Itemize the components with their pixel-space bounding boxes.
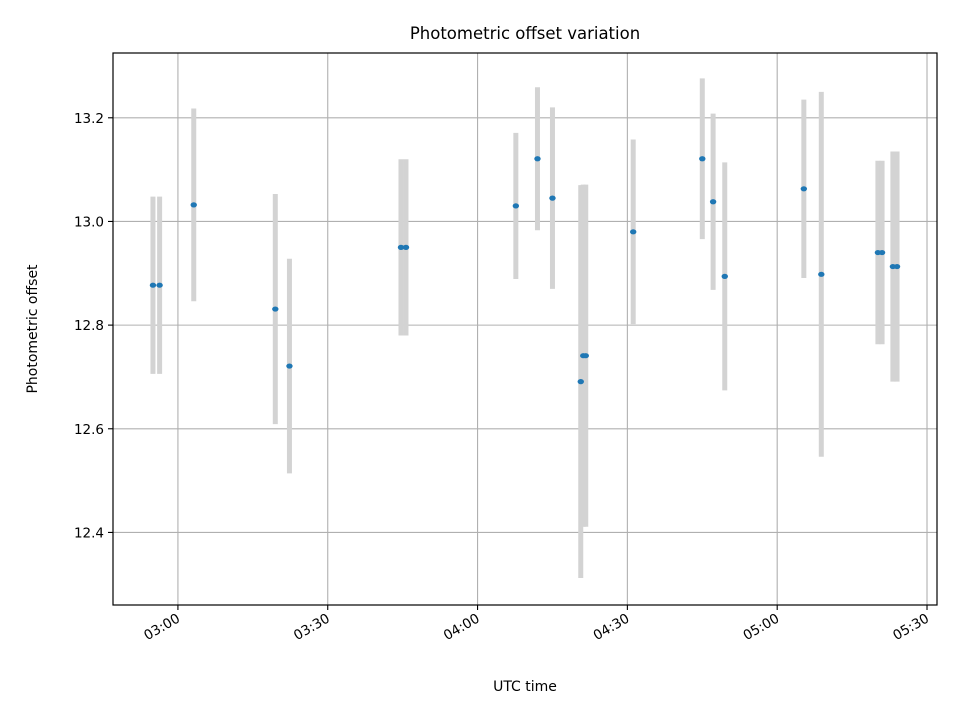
data-point-14 — [699, 156, 706, 162]
data-point-6 — [402, 244, 410, 250]
data-point-10 — [577, 379, 584, 385]
y-tick-label-1: 12.6 — [74, 422, 104, 438]
data-point-3 — [272, 306, 279, 312]
data-point-17 — [800, 186, 808, 192]
data-point-13 — [630, 229, 637, 235]
data-point-18 — [818, 271, 825, 277]
plot-area-frame — [112, 52, 938, 606]
data-point-12 — [582, 353, 589, 359]
y-tick-label-0: 12.4 — [74, 525, 104, 541]
y-axis-label: Photometric offset — [25, 264, 41, 394]
grid — [113, 53, 937, 605]
data-point-20 — [878, 249, 886, 256]
data-point-15 — [709, 199, 717, 205]
data-point-22 — [893, 263, 901, 270]
data-point-5 — [397, 244, 405, 250]
data-point-9 — [549, 195, 556, 201]
data-point-8 — [534, 156, 541, 162]
data-point-4 — [286, 363, 293, 369]
chart-title: Photometric offset variation — [410, 24, 640, 43]
data-point-7 — [512, 203, 520, 209]
data-point-2 — [190, 202, 197, 208]
data-point-0 — [149, 282, 157, 288]
x-axis-label: UTC time — [493, 679, 557, 695]
data-point-1 — [156, 282, 163, 288]
y-tick-label-3: 13.0 — [74, 214, 104, 230]
data-points — [149, 156, 901, 385]
y-tick-label-2: 12.8 — [74, 318, 104, 334]
y-tick-label-4: 13.2 — [74, 111, 104, 127]
data-point-16 — [721, 273, 728, 279]
